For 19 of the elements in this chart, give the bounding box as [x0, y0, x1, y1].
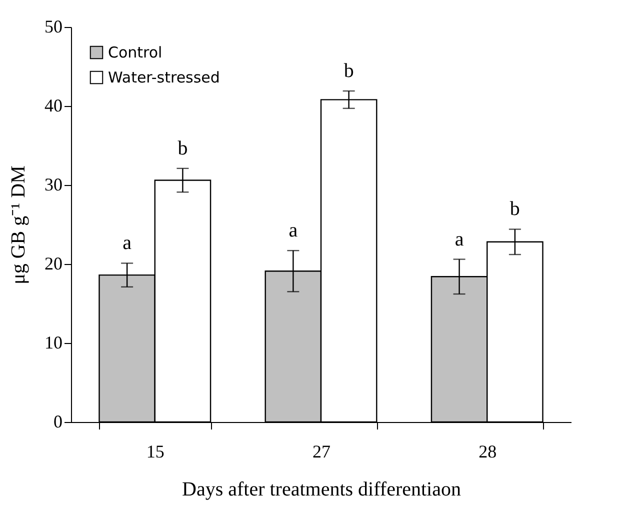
annotation: a — [288, 220, 298, 242]
y-tick-label: 20 — [44, 254, 62, 274]
annotation: a — [122, 232, 132, 254]
y-tick-label: 50 — [44, 16, 62, 36]
x-tick-label: 27 — [312, 442, 330, 462]
annotation: b — [344, 60, 354, 82]
y-axis-title: μg GB g⁻¹ DM — [8, 165, 30, 284]
y-tick-label: 40 — [44, 96, 62, 116]
annotation: b — [510, 198, 520, 220]
x-tick-label: 15 — [146, 442, 164, 462]
y-tick-label: 30 — [44, 174, 62, 194]
legend-label: Control — [108, 44, 162, 62]
x-axis-title: Days after treatments differentiaon — [182, 478, 461, 500]
y-tick-label: 0 — [54, 412, 62, 432]
x-tick-label: 28 — [478, 442, 497, 462]
annotation: a — [454, 228, 464, 250]
y-tick-label: 10 — [44, 332, 62, 352]
legend-label: Water-stressed — [108, 68, 220, 86]
annotation: b — [178, 137, 188, 160]
